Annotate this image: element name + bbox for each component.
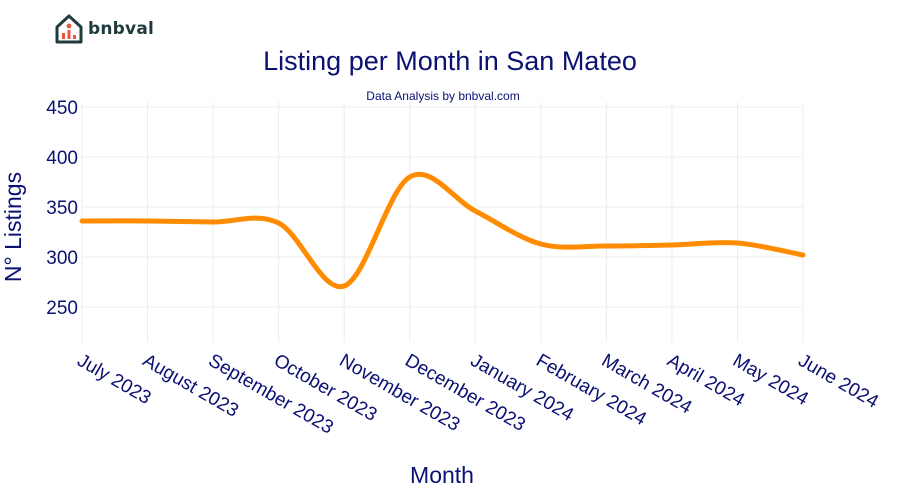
y-tick-label: 250: [46, 298, 78, 319]
x-tick-label: July 2023: [74, 350, 155, 409]
brand-logo: bnbval: [54, 12, 154, 46]
x-axis-label: Month: [410, 462, 474, 488]
brand-name: bnbval: [88, 19, 155, 39]
house-chart-icon: [55, 14, 83, 44]
y-tick-label: 400: [46, 148, 78, 169]
y-axis-ticks: 250 300 350 400 450: [46, 98, 78, 319]
y-tick-label: 300: [46, 248, 78, 269]
x-tick-label: February 2024: [532, 350, 650, 430]
y-axis-label: N° Listings: [0, 172, 26, 282]
x-tick-label: June 2024: [795, 350, 883, 413]
series-layer: [79, 172, 806, 289]
chart-subtitle: Data Analysis by bnbval.com: [366, 89, 519, 103]
chart-title: Listing per Month in San Mateo: [263, 46, 637, 76]
y-tick-label: 450: [46, 98, 78, 119]
y-tick-label: 350: [46, 198, 78, 219]
series-line: [79, 172, 806, 289]
grid: [81, 102, 804, 342]
